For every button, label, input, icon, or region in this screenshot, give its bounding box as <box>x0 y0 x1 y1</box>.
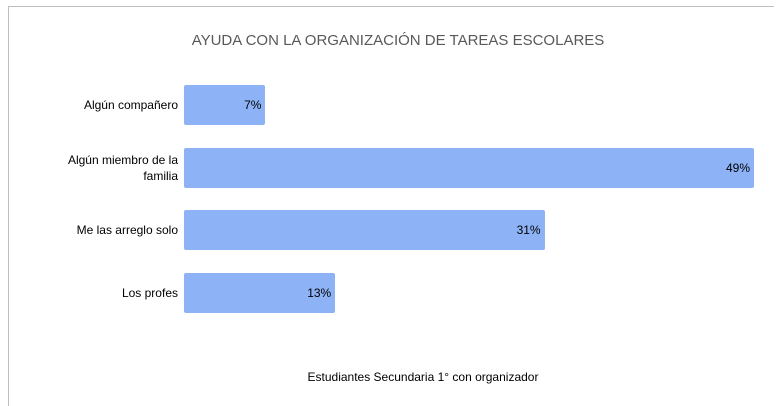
y-tick-label: Algún compañero <box>83 98 178 112</box>
data-label: 31% <box>516 223 541 238</box>
bar <box>184 273 336 314</box>
chart-frame <box>8 6 774 406</box>
bar <box>184 85 266 125</box>
bar <box>184 147 754 188</box>
y-tick-label: Algún miembro de la familia <box>67 152 178 183</box>
bar <box>184 210 545 251</box>
data-label: 13% <box>307 286 332 301</box>
y-tick-label: Los profes <box>121 286 178 301</box>
data-label: 49% <box>725 160 750 175</box>
y-tick-label: Me las arreglo solo <box>76 223 178 238</box>
data-label: 7% <box>244 98 262 112</box>
chart-title: AYUDA CON LA ORGANIZACIÓN DE TAREAS ESCO… <box>191 32 605 49</box>
x-axis-label: Estudiantes Secundaria 1° con organizado… <box>307 370 539 384</box>
